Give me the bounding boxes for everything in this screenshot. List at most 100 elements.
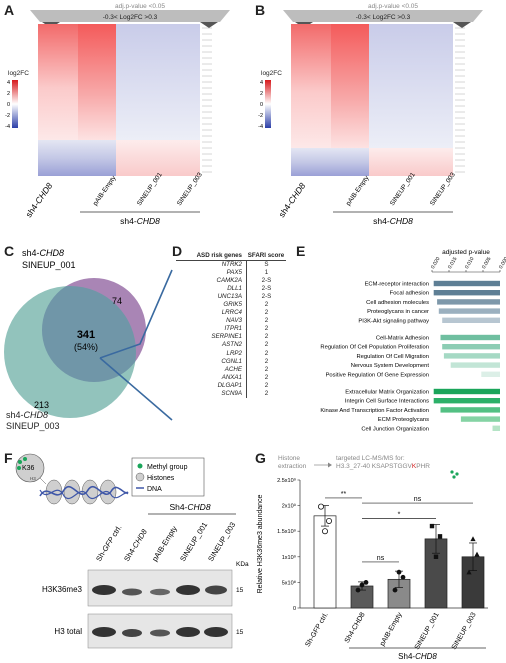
enrichment-bar xyxy=(442,317,500,323)
bar-category-label: Sh4-CHD8 xyxy=(344,611,367,644)
log2fc-range-annotation: -0.3< Log2FC >0.3 xyxy=(103,14,158,21)
gene-cell: PAX5 xyxy=(226,269,242,277)
enrichment-term-label: PI3K-Akt signaling pathway xyxy=(358,318,429,324)
lane-label: SINEUP_003 xyxy=(206,520,237,563)
legend-tick: 4 xyxy=(260,80,263,86)
enrichment-bar xyxy=(438,308,500,314)
panel-label-g: G xyxy=(255,450,266,466)
score-cell: 2 xyxy=(264,365,269,373)
enrichment-bar xyxy=(460,416,500,422)
enrichment-term-label: Cell-Matrix Adhesion xyxy=(376,336,429,342)
y-axis-label: Relative H3K36me3 abundance xyxy=(257,494,264,593)
flow-step1: Histone xyxy=(278,455,300,462)
bar-category-label: Sh-GFP ctrl. xyxy=(304,611,329,648)
venn-only-set2: 213 xyxy=(34,400,49,410)
venn-to-table-connector-lower xyxy=(99,357,173,421)
methyl-dot xyxy=(18,460,22,464)
column-label-a: SINEUP_003 xyxy=(176,171,204,207)
score-cell: 2 xyxy=(264,373,269,381)
y-tick-label: 0 xyxy=(293,606,296,612)
replicate-point xyxy=(400,574,406,580)
enrichment-bar xyxy=(437,299,500,305)
legend-methyl-icon xyxy=(137,463,143,469)
enrichment-term-label: Integrin Cell Surface Interactions xyxy=(345,399,429,405)
gene-cell: ITPR1 xyxy=(224,325,242,333)
replicate-point xyxy=(322,528,329,535)
schematic-legend xyxy=(131,457,205,497)
threshold-banner xyxy=(283,10,483,22)
k36-label: K36 xyxy=(22,465,35,472)
score-cell: 1 xyxy=(264,269,269,277)
legend-tick: 0 xyxy=(7,102,10,108)
venn-only-set1: 74 xyxy=(112,296,122,306)
enrichment-term-label: Regulation Of Cell Migration xyxy=(357,354,430,360)
significance-label: ns xyxy=(377,555,385,562)
legend-tick: 2 xyxy=(260,91,263,97)
score-cell: S xyxy=(264,261,269,268)
column-label-a: pAIB-Empty xyxy=(92,174,118,207)
blot-group-label: Sh4-CHD8 xyxy=(169,502,210,512)
panel-label-c: C xyxy=(4,243,15,259)
replicate-point xyxy=(396,569,402,575)
enrichment-bar xyxy=(450,362,500,368)
venn-to-table-connector xyxy=(99,269,173,359)
legend-tick: 2 xyxy=(7,91,10,97)
flow-arrowhead xyxy=(328,462,332,468)
h3-tag: H3 xyxy=(30,476,36,481)
enrichment-bar xyxy=(443,353,500,359)
lane-label: Sh-GFP ctrl. xyxy=(94,523,123,563)
peptide-methyl-dot xyxy=(450,470,454,474)
nucleosome-zoom xyxy=(15,453,45,483)
table-header-score: SFARI score xyxy=(247,252,285,259)
methyl-dot xyxy=(23,457,27,461)
venn-set2-caption: sh4-CHD8 SINEUP_003 xyxy=(6,410,60,432)
kda-label: KDa xyxy=(236,561,249,568)
replicate-point xyxy=(474,551,480,557)
blot-h3-total-bands xyxy=(92,627,228,637)
threshold-banner xyxy=(30,10,230,22)
gene-cell: LRRC4 xyxy=(221,309,242,317)
gene-cell: SERPINE1 xyxy=(211,333,242,341)
significance-label: * xyxy=(398,511,401,518)
score-cell: 2 xyxy=(264,341,269,349)
gene-cell: SCN9A xyxy=(221,389,242,397)
peptide-methyl-dot xyxy=(452,475,456,479)
row-label-b: sh4-CHD8 xyxy=(276,181,307,219)
bar-category-label: SINEUP_003 xyxy=(451,611,478,651)
flow-step1-line2: extraction xyxy=(278,463,307,470)
gene-cell: UNC13A xyxy=(217,293,242,301)
score-cell: 2 xyxy=(264,301,269,309)
enrichment-bar xyxy=(433,290,500,296)
venn-overlap-pct: (54%) xyxy=(74,342,98,352)
replicate-point xyxy=(355,587,361,593)
bar-category-label: SINEUP_001 xyxy=(414,611,441,651)
y-tick-label: 2.5x10⁹ xyxy=(277,477,296,484)
gene-cell: CGNL1 xyxy=(221,357,242,365)
column-label-b: pAIB-Empty xyxy=(345,174,371,207)
histone-array xyxy=(39,479,129,505)
gene-cell: ASTN2 xyxy=(222,341,242,349)
venn-set2-name: SINEUP_003 xyxy=(6,421,60,431)
adjp-annotation: adj.p-value <0.05 xyxy=(115,3,165,10)
replicate-point xyxy=(326,517,333,524)
peptide-sequence: H3.3_27-40 KSAPSTGGVKPHR xyxy=(336,463,430,470)
legend-methyl-label: Methyl group xyxy=(147,464,188,471)
legend-tick: 0 xyxy=(260,102,263,108)
score-cell: 2-S xyxy=(261,293,272,301)
enrichment-term-label: ECM-receptor interaction xyxy=(365,282,429,288)
gene-cell: DLL1 xyxy=(227,285,242,293)
legend-title-a: log2FC xyxy=(8,70,29,77)
score-cell: 2 xyxy=(264,381,269,389)
gene-cell: ANXA1 xyxy=(221,373,242,381)
lane-label: SINEUP_001 xyxy=(178,520,209,563)
venn-set1-name: SINEUP_001 xyxy=(22,260,76,270)
column-label-b: SINEUP_001 xyxy=(389,171,417,207)
table-header-genes: ASD risk genes xyxy=(196,252,242,259)
enrichment-bar xyxy=(433,280,500,287)
score-cell: 2 xyxy=(264,325,269,333)
x-tick-label: 0.005 xyxy=(481,256,493,270)
replicate-point xyxy=(470,536,476,542)
replicate-point xyxy=(466,569,472,575)
legend-tick: 4 xyxy=(7,80,10,86)
blot-h3k36me3-bands xyxy=(92,585,227,596)
